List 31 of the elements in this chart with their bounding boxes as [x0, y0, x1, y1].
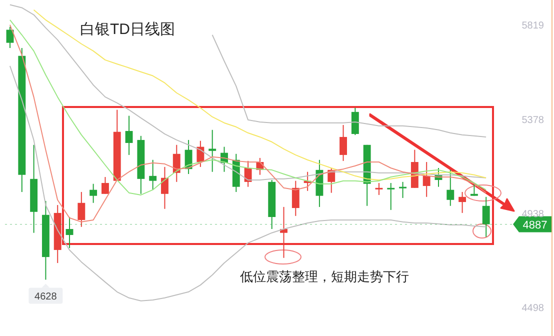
candlestick: [340, 124, 347, 162]
candlestick: [351, 107, 359, 136]
candlestick: [90, 183, 98, 204]
candlestick: [102, 176, 109, 194]
candlestick: [149, 159, 157, 190]
text: 白银TD日线图: [80, 20, 175, 39]
candlestick: [387, 182, 395, 210]
candlestick: [375, 182, 383, 196]
y-tick-label: 5378: [522, 114, 544, 126]
candlestick: [208, 129, 216, 172]
candlestick: [161, 166, 168, 210]
ref-line-label: 4887: [522, 219, 548, 232]
line-series: [212, 34, 487, 138]
candlestick: [470, 182, 478, 196]
y-tick-label: 4498: [522, 303, 544, 314]
candlestick: [422, 162, 430, 198]
candlestick: [78, 191, 86, 228]
candlestick: [458, 191, 466, 214]
candlestick: [292, 180, 300, 216]
candlestick: [482, 196, 490, 238]
annotation: 低位震荡整理，短期走势下行: [240, 268, 409, 286]
candlestick: [280, 206, 288, 258]
candlestick: [244, 160, 252, 188]
candlestick: [125, 115, 133, 156]
candlestick: [6, 26, 14, 48]
candlestick: [66, 216, 74, 249]
candlestick: [399, 181, 406, 198]
y-tick-label: 5819: [522, 20, 544, 32]
candlestick: [446, 169, 454, 206]
candlestick: [172, 144, 180, 182]
annotation: 4628: [34, 292, 58, 303]
